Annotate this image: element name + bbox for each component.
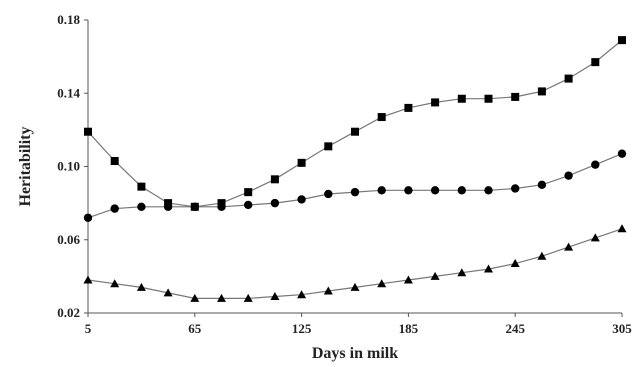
square-marker [110, 157, 119, 166]
circle-marker [484, 186, 493, 195]
x-tick-label: 5 [85, 321, 92, 336]
circle-marker [190, 202, 199, 211]
y-tick-label: 0.18 [57, 12, 80, 27]
circle-marker [324, 189, 333, 199]
triangle-marker [403, 275, 413, 284]
square-marker [537, 87, 546, 96]
circle-marker [110, 204, 119, 213]
circle-marker [537, 180, 547, 190]
circle-marker [564, 171, 573, 180]
triangle-marker [484, 264, 493, 273]
circle-marker [511, 184, 520, 193]
x-tick-label: 185 [399, 321, 419, 336]
square-marker [297, 158, 306, 167]
triangle-marker [510, 259, 520, 268]
x-tick-label: 305 [612, 321, 632, 336]
triangle-marker [163, 288, 173, 297]
x-tick-label: 65 [188, 321, 202, 336]
triangle-marker [350, 282, 360, 291]
triangle-marker [83, 275, 93, 284]
circle-marker [270, 198, 280, 208]
square-marker [377, 113, 386, 122]
x-tick-label: 245 [505, 321, 525, 336]
triangle-marker [617, 224, 627, 233]
circle-marker [591, 160, 600, 169]
square-marker [324, 142, 333, 151]
triangle-marker [190, 293, 200, 302]
y-axis-title: Heritability [17, 127, 34, 207]
square-marker [591, 58, 600, 67]
triangle-marker [217, 293, 226, 302]
square-marker [484, 94, 493, 103]
square-marker [564, 74, 573, 83]
triangle-marker [270, 292, 280, 301]
circle-marker [377, 186, 386, 195]
square-marker [404, 103, 413, 112]
square-marker [137, 182, 146, 191]
triangle-marker [243, 293, 253, 302]
circle-marker [83, 213, 93, 222]
triangle-marker [590, 233, 600, 242]
triangle-marker [297, 290, 307, 299]
y-tick-label: 0.14 [57, 85, 80, 100]
triangle-marker [110, 279, 120, 288]
triangle-marker [136, 282, 146, 291]
circle-marker [163, 202, 173, 211]
square-marker [244, 188, 253, 197]
circle-marker [617, 149, 627, 158]
square-marker [457, 94, 466, 103]
triangle-marker [323, 286, 333, 295]
axes: 0.02 0.06 0.10 0.14 0.18 5 65 125 185 245 305 [57, 12, 632, 336]
y-tick-label: 0.06 [57, 232, 80, 247]
circle-marker [350, 187, 360, 197]
triangle-marker [430, 271, 440, 280]
series-layer [83, 36, 627, 302]
x-tick-label: 125 [292, 321, 312, 336]
series-triangle [83, 224, 627, 302]
circle-marker [297, 195, 306, 204]
circle-marker [430, 186, 440, 195]
square-marker [351, 127, 359, 136]
x-axis-title: Days in milk [312, 345, 398, 362]
square-marker [618, 36, 626, 45]
triangle-marker [537, 251, 547, 260]
circle-marker [217, 202, 226, 211]
y-tick-label: 0.02 [57, 305, 80, 320]
square-marker [270, 175, 279, 184]
square-marker [511, 92, 520, 101]
circle-marker [137, 202, 146, 211]
circle-marker [244, 200, 253, 210]
circle-marker [457, 186, 466, 195]
y-tick-label: 0.10 [57, 159, 80, 174]
triangle-marker [564, 242, 574, 251]
triangle-marker [377, 279, 387, 288]
triangle-marker [457, 268, 467, 277]
series-circle [83, 149, 627, 222]
square-marker [84, 127, 92, 136]
circle-marker [404, 186, 413, 195]
square-marker [431, 98, 440, 107]
